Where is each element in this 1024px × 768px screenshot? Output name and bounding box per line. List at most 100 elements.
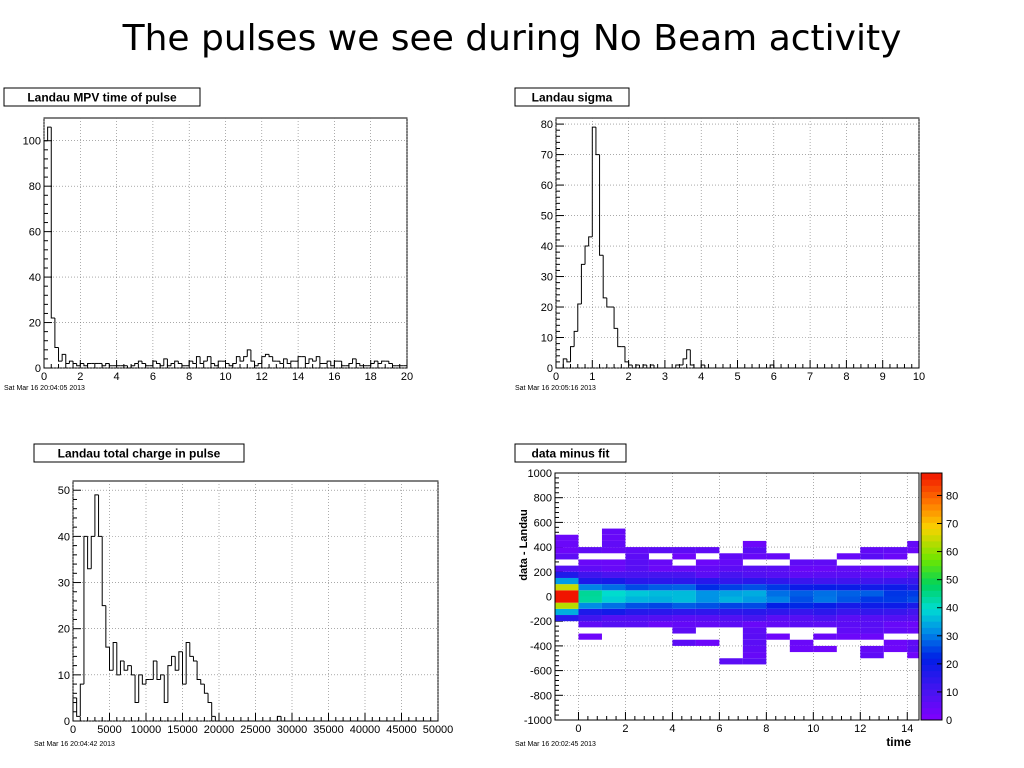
heatmap-cell	[813, 577, 837, 585]
heatmap-cell	[648, 602, 673, 609]
x-tick-label: 2	[77, 371, 83, 383]
histogram-bin	[646, 364, 651, 369]
plot-frame	[555, 117, 920, 369]
heatmap-cell	[907, 621, 919, 628]
heatmap-cell	[601, 559, 626, 566]
colorbar-segment	[921, 497, 942, 505]
x-tick-label: 14	[292, 371, 304, 383]
histogram-bin	[257, 362, 262, 366]
heatmap-cell	[836, 627, 861, 634]
heatmap-cell	[883, 608, 908, 616]
histogram-bin	[43, 140, 48, 368]
histogram-bin	[119, 660, 125, 675]
histogram-bin	[112, 642, 117, 671]
histogram-bin	[109, 647, 114, 671]
heatmap-cell	[907, 602, 919, 609]
x-tick-label: 45000	[386, 724, 417, 736]
colorbar-tick-label: 20	[946, 659, 958, 671]
colorbar-segment	[921, 491, 942, 499]
heatmap-cell	[907, 547, 919, 554]
heatmap-cell	[907, 577, 919, 585]
colorbar-tick-label: 40	[946, 603, 958, 615]
colorbar-frame	[920, 472, 943, 721]
histogram-bin	[203, 360, 208, 364]
heatmap-cell	[695, 590, 720, 597]
heatmap-cell	[836, 621, 861, 628]
y-tick-label: 30	[58, 578, 70, 590]
x-tick-label: 10	[807, 723, 819, 735]
x-tick-label: 40000	[350, 724, 381, 736]
x-tick-label: 6	[150, 371, 156, 383]
colorbar-segment	[921, 590, 942, 597]
histogram-bin	[192, 656, 198, 662]
heatmap-cell	[672, 596, 696, 603]
heatmap-cell	[860, 547, 884, 554]
histogram-bin	[185, 642, 190, 685]
heatmap-cell	[860, 590, 884, 597]
heatmap-cell	[555, 584, 579, 591]
y-tick-label: 600	[534, 517, 552, 529]
histogram-bin	[606, 297, 611, 308]
timestamp: Sat Mar 16 20:02:45 2013	[515, 741, 596, 748]
x-tick-label: 16	[328, 371, 340, 383]
heatmap-cell	[766, 577, 790, 585]
heatmap-cell	[695, 571, 720, 578]
heatmap-cell	[695, 584, 720, 591]
colorbar-segment	[921, 565, 942, 573]
histogram-landau-sigma: Landau sigma Sat Mar 16 20:05:16 2013 0 1 2 3…	[514, 87, 925, 392]
histogram-bin	[286, 358, 291, 364]
histogram-bin	[189, 642, 194, 657]
histogram-bin	[689, 349, 694, 366]
colorbar-tick-label: 0	[946, 715, 952, 727]
chart-title-box	[3, 87, 201, 107]
histogram-bin	[138, 674, 143, 703]
heatmap-cell	[742, 584, 767, 591]
heatmap-cell	[648, 559, 673, 566]
histogram-bin	[58, 347, 63, 362]
heatmap-cell	[766, 590, 790, 597]
y-tick-label: -200	[530, 616, 552, 628]
histogram-bin	[580, 263, 586, 304]
colorbar-segment	[921, 540, 942, 548]
colorbar-segment	[921, 615, 942, 622]
histogram-bin	[105, 362, 110, 366]
plot-frame-overlay	[554, 472, 920, 721]
heatmap-cell	[625, 615, 649, 622]
histogram-bin	[693, 364, 698, 369]
heatmap-cell	[555, 547, 579, 554]
heatmap-cell	[719, 559, 743, 566]
x-axis-label: time	[886, 735, 911, 749]
histogram-bin	[174, 656, 179, 671]
histogram-bin	[225, 361, 230, 364]
heatmap-cell	[860, 608, 884, 616]
heatmap-cell	[742, 621, 767, 628]
colorbar-segment	[921, 602, 942, 610]
heatmap-cell	[883, 577, 908, 585]
histogram-bin	[250, 349, 255, 362]
y-tick-label: 400	[534, 542, 552, 554]
colorbar-segment	[921, 547, 942, 554]
histogram-bin	[686, 349, 691, 359]
histogram-bin	[308, 358, 313, 364]
heatmap-cell	[836, 615, 861, 622]
histogram-bin	[312, 358, 317, 362]
colorbar-segment	[921, 473, 942, 480]
heatmap-cell	[625, 571, 649, 578]
x-tick-label: 2	[626, 371, 632, 383]
colorbar-segment	[921, 645, 942, 653]
heatmap-cell	[578, 559, 602, 566]
heatmap-cell	[742, 565, 767, 572]
chart-title: data minus fit	[531, 447, 609, 461]
heatmap-cell	[601, 608, 626, 616]
heatmap-cell	[601, 621, 626, 628]
x-tick-label: 8	[843, 371, 849, 383]
heatmap-cell	[625, 608, 649, 616]
histogram-bin	[315, 356, 320, 362]
heatmap-cell	[625, 565, 649, 572]
heatmap-cell	[695, 608, 720, 616]
heatmap-cell	[648, 584, 673, 591]
heatmap-cell	[860, 571, 884, 578]
histogram-bin	[130, 365, 135, 368]
heatmap-cell	[907, 584, 919, 591]
y-tick-label: 40	[541, 241, 553, 253]
